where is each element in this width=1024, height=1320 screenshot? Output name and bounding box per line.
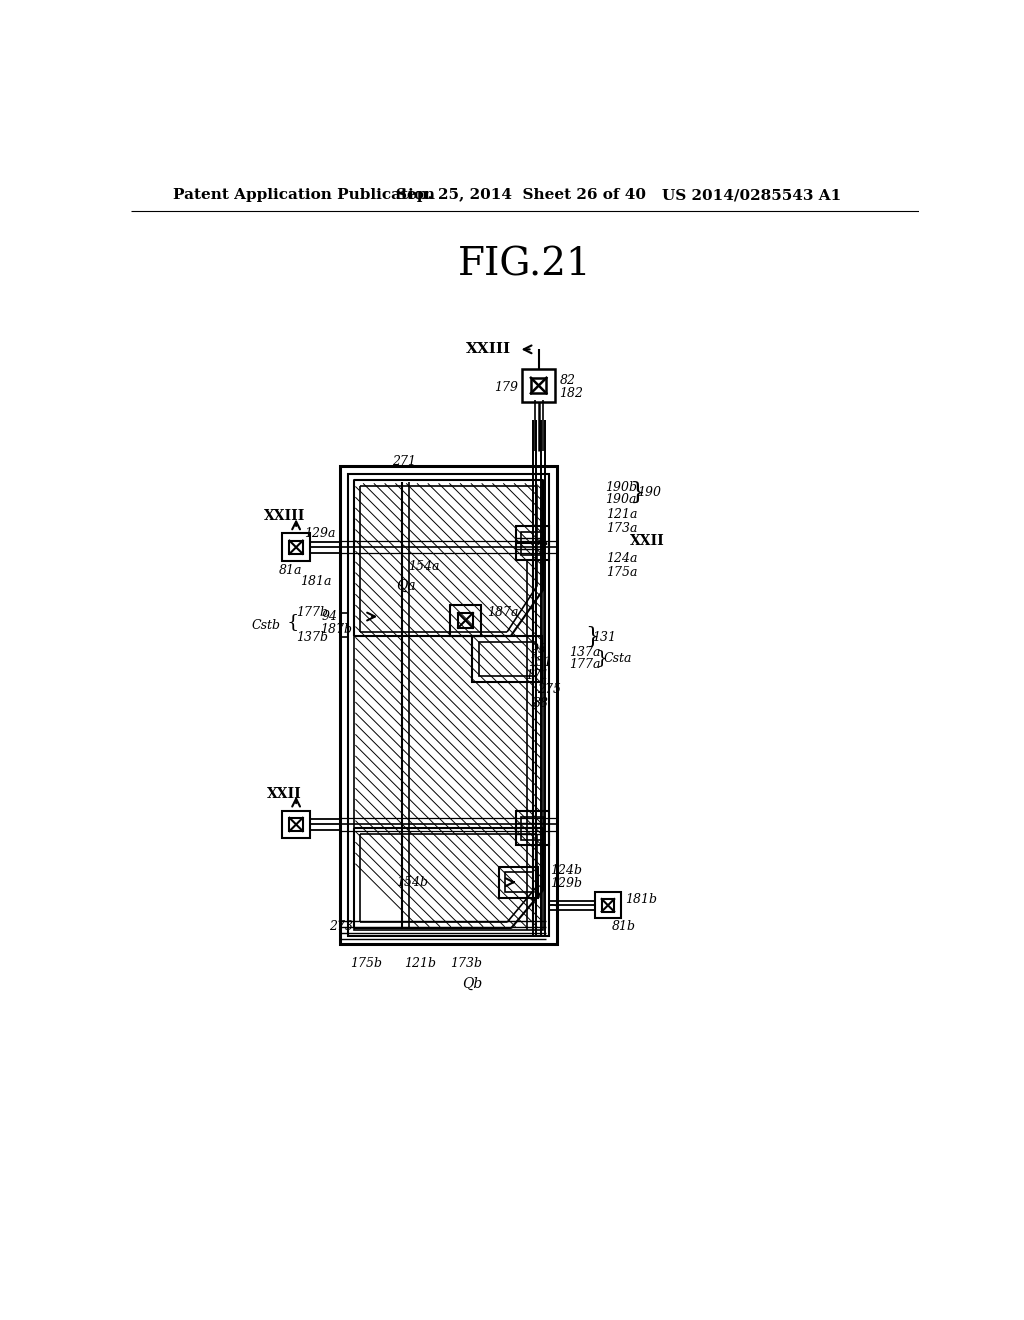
Bar — [602, 899, 614, 912]
Text: 151: 151 — [528, 656, 552, 669]
Bar — [521, 817, 544, 840]
Text: 129a: 129a — [304, 527, 335, 540]
Bar — [522, 370, 555, 401]
Text: 177a: 177a — [569, 657, 601, 671]
Text: 129b: 129b — [550, 878, 583, 890]
Text: 154b: 154b — [396, 875, 428, 888]
Text: 190: 190 — [637, 486, 662, 499]
Text: 179: 179 — [494, 380, 518, 393]
Bar — [283, 533, 310, 561]
Text: 94: 94 — [322, 610, 338, 623]
Text: 271: 271 — [392, 454, 417, 467]
Text: 177b: 177b — [296, 606, 328, 619]
Text: XXII: XXII — [630, 535, 665, 548]
Text: 81b: 81b — [611, 920, 636, 933]
Bar — [478, 642, 536, 676]
Text: 187b: 187b — [319, 623, 352, 636]
Bar — [451, 605, 481, 636]
Bar — [515, 527, 550, 560]
Bar — [515, 812, 550, 845]
Bar — [354, 480, 544, 929]
Text: FIG.21: FIG.21 — [458, 246, 592, 284]
Text: 187a: 187a — [487, 606, 518, 619]
Text: }: } — [596, 649, 608, 667]
Bar — [472, 636, 542, 682]
Text: Csta: Csta — [603, 652, 632, 665]
Bar — [340, 466, 557, 944]
Text: 175a: 175a — [606, 566, 638, 579]
Text: 121a: 121a — [606, 508, 638, 521]
Bar — [283, 810, 310, 838]
Text: 88: 88 — [532, 697, 549, 710]
Text: 181a: 181a — [300, 574, 332, 587]
Text: 81a: 81a — [280, 564, 303, 577]
Text: ~: ~ — [547, 899, 559, 912]
Text: US 2014/0285543 A1: US 2014/0285543 A1 — [662, 189, 841, 202]
Text: 121b: 121b — [403, 957, 436, 970]
Text: XXIII: XXIII — [264, 510, 305, 524]
Text: Qa: Qa — [396, 578, 416, 593]
Text: Patent Application Publication: Patent Application Publication — [173, 189, 435, 202]
Text: 182: 182 — [559, 387, 584, 400]
Text: 154a: 154a — [408, 560, 439, 573]
Bar — [290, 541, 303, 554]
Text: 190b: 190b — [605, 480, 637, 494]
Text: 190a: 190a — [605, 492, 636, 506]
Text: 131: 131 — [593, 631, 616, 644]
Text: 181b: 181b — [625, 892, 657, 906]
Text: 173a: 173a — [606, 521, 638, 535]
Text: }: } — [585, 627, 599, 648]
Bar — [505, 873, 532, 892]
Text: 124b: 124b — [550, 865, 583, 878]
Text: 275: 275 — [538, 684, 561, 696]
Text: Sep. 25, 2014  Sheet 26 of 40: Sep. 25, 2014 Sheet 26 of 40 — [396, 189, 646, 202]
Bar — [530, 378, 547, 393]
Text: }: } — [630, 480, 645, 504]
Text: 137a: 137a — [569, 647, 601, 659]
Text: Cstb: Cstb — [252, 619, 281, 631]
Text: XXIII: XXIII — [466, 342, 511, 356]
Text: 273: 273 — [330, 920, 353, 933]
Text: {: { — [287, 612, 299, 631]
Text: Qb: Qb — [462, 977, 482, 991]
Text: 137b: 137b — [296, 631, 328, 644]
Text: XXII: XXII — [267, 787, 302, 801]
Bar — [290, 818, 303, 832]
Bar — [458, 612, 473, 628]
Bar — [348, 474, 550, 936]
Text: 173b: 173b — [451, 957, 482, 970]
Text: 124a: 124a — [606, 552, 638, 565]
Text: 171: 171 — [524, 669, 549, 682]
Text: 95: 95 — [531, 643, 547, 656]
Bar — [595, 892, 621, 919]
Text: 82: 82 — [559, 374, 575, 387]
Text: 175b: 175b — [350, 957, 382, 970]
Bar — [521, 532, 544, 554]
Bar — [500, 867, 538, 898]
